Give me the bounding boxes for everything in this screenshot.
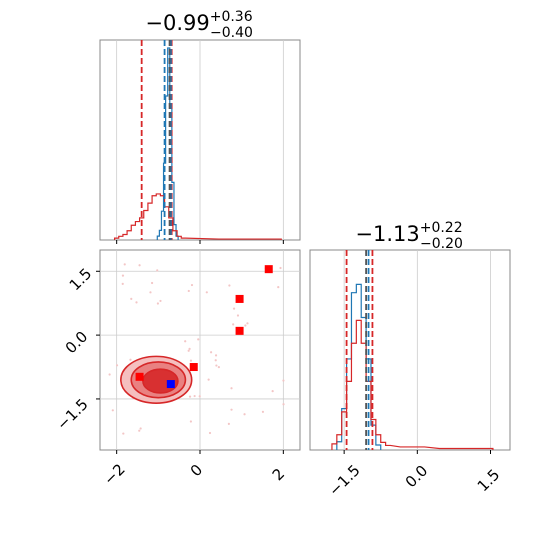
p1-hist-series-0 — [156, 47, 179, 240]
p2-scatter-point — [232, 307, 236, 310]
p2-scatter-point — [135, 301, 138, 304]
xtick-label-center: 0 — [187, 461, 206, 480]
p2-scatter-point — [190, 283, 194, 287]
p2-scatter-point — [149, 291, 152, 294]
p2-scatter-point — [197, 338, 200, 341]
p2-scatter-point — [123, 263, 126, 266]
ytick-label-bottom: −1.5 — [53, 395, 91, 433]
p2-scatter-point — [244, 324, 247, 327]
p2-scatter-point — [236, 314, 240, 317]
p3-xtick-label-left: −1.5 — [325, 461, 363, 499]
p2-marker-3 — [189, 363, 198, 372]
p1-hist-series-1 — [113, 193, 282, 240]
p3-xtick-label-right: 1.5 — [474, 466, 504, 496]
panel1-marginal-histogram — [99, 39, 301, 244]
p2-scatter-point — [215, 364, 218, 367]
p2-scatter-point — [129, 358, 132, 361]
p2-scatter-point — [108, 373, 111, 376]
panel2-ytick-labels: 1.5 0.0 −1.5 — [53, 265, 95, 434]
panel3-title-minus: −0.20 — [420, 236, 463, 252]
panel3-frame — [309, 249, 511, 451]
p2-scatter-point — [188, 395, 192, 398]
panel3-title-value: −1.13 — [355, 222, 419, 246]
p2-scatter-point — [187, 349, 190, 352]
p2-scatter-point — [187, 289, 190, 293]
p2-scatter-point — [159, 299, 162, 303]
p2-scatter-point — [217, 366, 220, 369]
p2-scatter-point — [156, 269, 159, 272]
p2-scatter-point — [227, 422, 230, 425]
panel3-title: −1.13+0.22 — [355, 220, 462, 246]
p2-scatter-point — [156, 302, 159, 305]
p2-scatter-point — [246, 322, 249, 325]
panel3-title-plus: +0.22 — [420, 220, 463, 236]
p2-scatter-point — [228, 284, 231, 287]
p2-scatter-point — [230, 408, 233, 411]
panel1-title-plus: +0.36 — [210, 9, 253, 25]
p2-scatter-point — [277, 286, 280, 289]
panel3-marginal-histogram — [309, 249, 511, 454]
p2-scatter-point — [138, 429, 141, 432]
p2-scatter-point — [243, 413, 246, 416]
p2-scatter-point — [139, 427, 142, 430]
p2-marker-1 — [235, 294, 244, 303]
p2-scatter-point — [193, 394, 196, 398]
xtick-label-left: −2 — [100, 460, 128, 488]
p2-scatter-point — [198, 395, 201, 398]
p2-scatter-point — [150, 281, 154, 285]
p2-scatter-point — [184, 340, 187, 343]
p2-marker-5 — [166, 380, 175, 389]
p2-scatter-point — [121, 274, 125, 277]
panel1-title-minus: −0.40 — [210, 25, 253, 41]
p2-scatter-point — [130, 297, 133, 300]
p2-scatter-point — [111, 409, 114, 412]
p2-scatter-point — [214, 354, 218, 357]
p3-hist-series-1 — [331, 319, 494, 450]
p2-scatter-point — [282, 403, 285, 406]
panel1-title: −0.99+0.36 — [145, 9, 252, 35]
xtick-label-right: 2 — [269, 465, 288, 484]
p2-scatter-point — [115, 364, 119, 367]
p2-scatter-point — [209, 351, 213, 354]
panel1-title-value: −0.99 — [145, 11, 209, 35]
p2-scatter-point — [188, 347, 191, 350]
p2-scatter-point — [205, 291, 208, 294]
p3-xtick-label-center: 0.0 — [402, 462, 432, 492]
p2-scatter-point — [230, 387, 233, 390]
panel2-xtick-labels: −2 0 2 — [100, 460, 288, 488]
p2-scatter-point — [208, 431, 212, 435]
p2-scatter-point — [138, 264, 141, 267]
panel3-xtick-labels: −1.5 0.0 1.5 — [325, 461, 503, 499]
p2-marker-4 — [135, 372, 144, 381]
p2-scatter-point — [122, 432, 125, 435]
p2-scatter-point — [121, 282, 124, 285]
p3-hist-series-0 — [336, 283, 382, 450]
p2-scatter-point — [271, 389, 274, 393]
p2-scatter-point — [282, 379, 285, 382]
panel2-joint-scatter — [96, 249, 301, 454]
p2-scatter-point — [261, 410, 265, 413]
p2-scatter-point — [214, 359, 217, 362]
ytick-label-mid: 0.0 — [62, 328, 92, 358]
p2-marker-0 — [264, 265, 273, 274]
p2-scatter-point — [279, 266, 282, 270]
ytick-label-top: 1.5 — [66, 265, 96, 295]
p2-scatter-point — [207, 378, 210, 381]
p2-scatter-point — [189, 359, 193, 362]
p2-scatter-point — [189, 420, 193, 423]
p2-scatter-point — [232, 323, 235, 326]
p2-marker-2 — [235, 326, 244, 335]
